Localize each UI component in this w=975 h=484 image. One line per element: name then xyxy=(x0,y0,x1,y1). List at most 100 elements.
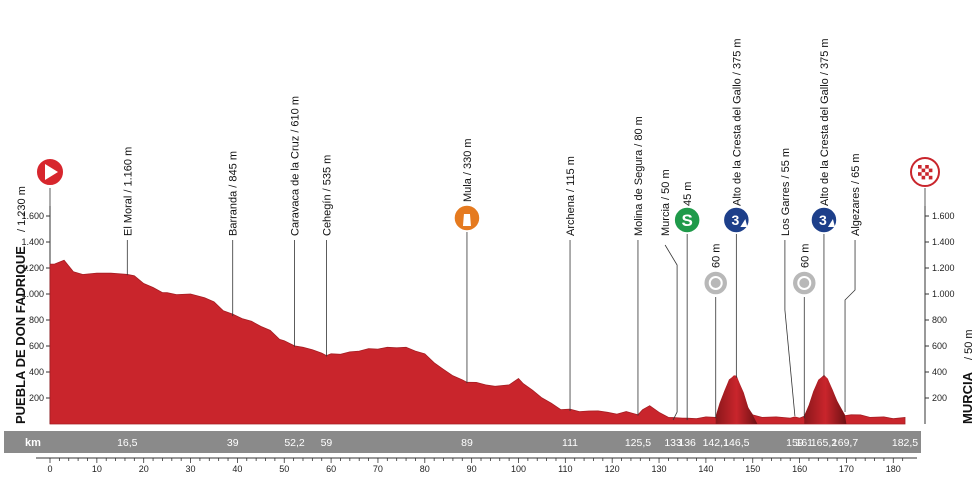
y-tick-label-left: 400 xyxy=(29,367,44,377)
waypoint-label: Caravaca de la Cruz / 610 m xyxy=(290,96,302,236)
climb-mountain-glyph xyxy=(827,219,835,227)
start-icon xyxy=(35,157,65,187)
climb-category-digit: 3 xyxy=(819,212,827,228)
x-tick-label: 40 xyxy=(232,464,242,474)
x-tick-label: 10 xyxy=(92,464,102,474)
y-tick-label-left: 1.600 xyxy=(21,211,44,221)
waypoint-label: 60 m xyxy=(799,244,811,268)
km-marker-label: 165,2 xyxy=(811,437,837,449)
waypoint-label: Alto de la Cresta del Gallo / 375 m xyxy=(731,38,743,206)
start-name: PUEBLA DE DON FADRIQUE xyxy=(13,246,28,424)
waypoint-label: Algezares / 65 m xyxy=(850,153,862,236)
waypoint-label: El Moral / 1.160 m xyxy=(122,147,134,236)
feed-zone-icon xyxy=(453,204,481,232)
x-tick-label: 110 xyxy=(558,464,572,474)
km-marker-label: 52,2 xyxy=(284,437,305,449)
checker-square xyxy=(921,175,926,180)
km-marker-label: 159 xyxy=(786,437,804,449)
y-tick-label-left: 800 xyxy=(29,315,44,325)
checker-square xyxy=(918,172,922,176)
waypoint-label: Cehegín / 535 m xyxy=(321,155,333,236)
category-3-climb-icon: 3 xyxy=(722,206,751,234)
x-tick-label: 170 xyxy=(839,464,854,474)
checker-square xyxy=(921,168,926,173)
x-tick-label: 80 xyxy=(420,464,430,474)
km-marker-label: 125,5 xyxy=(625,437,651,449)
km-marker-label: 133 xyxy=(664,437,682,449)
finish-name: MURCIA xyxy=(960,371,975,424)
x-tick-label: 50 xyxy=(279,464,289,474)
km-marker-label: 169,7 xyxy=(832,437,858,449)
x-tick-label: 130 xyxy=(652,464,667,474)
intermediate-point-icon xyxy=(791,270,818,296)
x-tick-label: 140 xyxy=(698,464,713,474)
checker-square xyxy=(928,168,933,173)
x-axis-group: 0 10 20 30 40 50 60 70 80 90 100 110 120 130 140 150 160… xyxy=(36,457,917,474)
y-tick-label-right: 1.600 xyxy=(932,211,955,221)
waypoint-leader xyxy=(844,240,856,412)
axes-group: 200 200 400 400 600 600 800 800 1.000 1.000 1.200 1… xyxy=(21,206,955,424)
climb-shading xyxy=(715,375,758,424)
km-marker-label: 161 xyxy=(796,437,814,449)
x-tick-label: 120 xyxy=(605,464,620,474)
sprint-circle xyxy=(673,206,701,234)
waypoint-leader xyxy=(664,244,678,421)
y-tick-label-left: 1.000 xyxy=(21,289,44,299)
waypoint-label: Alto de la Cresta del Gallo / 375 m xyxy=(819,38,831,206)
sprint-letter: S xyxy=(681,211,692,230)
x-tick-label: 90 xyxy=(467,464,477,474)
checker-square xyxy=(925,172,929,176)
km-marker-label: 136 xyxy=(678,437,696,449)
climb-shading xyxy=(804,375,847,424)
km-marker-label: 142,1 xyxy=(703,437,729,449)
y-tick-label-right: 1.000 xyxy=(932,289,955,299)
y-tick-label-left: 1.400 xyxy=(21,237,44,247)
x-tick-label: 20 xyxy=(139,464,149,474)
x-tick-label: 60 xyxy=(326,464,336,474)
profile-area-group xyxy=(49,259,906,425)
play-triangle xyxy=(45,164,58,180)
finish-flag-icon xyxy=(910,157,940,187)
x-tick-label: 160 xyxy=(792,464,807,474)
km-bar-title: km xyxy=(25,437,41,449)
feed-bag-shape xyxy=(462,214,471,226)
km-marker-label: 59 xyxy=(321,437,333,449)
km-marker-label: 39 xyxy=(227,437,239,449)
x-tick-label: 30 xyxy=(186,464,196,474)
intermediate-point-icon xyxy=(702,270,729,296)
climb-mountain-glyph xyxy=(740,219,748,227)
y-tick-label-left: 200 xyxy=(29,393,44,403)
intermediate-circle xyxy=(702,270,729,296)
checker-square xyxy=(928,175,933,180)
km-marker-label: 182,5 xyxy=(892,437,918,449)
waypoint-label: Molina de Segura / 80 m xyxy=(633,116,645,236)
climb-category-digit: 3 xyxy=(731,212,739,228)
intermediate-circle xyxy=(791,270,818,296)
waypoint-label: Mula / 330 m xyxy=(462,138,474,202)
y-tick-label-left: 1.200 xyxy=(21,263,44,273)
x-tick-label: 100 xyxy=(511,464,526,474)
intermediate-ring xyxy=(708,276,723,290)
endpoints-group: PUEBLA DE DON FADRIQUE / 1.230 m MURCIA / 5… xyxy=(13,157,975,424)
y-tick-label-right: 600 xyxy=(932,341,947,351)
finish-elevation: / 50 m xyxy=(963,329,975,360)
km-marker-label: 146,5 xyxy=(723,437,749,449)
waypoint-leader xyxy=(784,240,796,417)
km-marker-label: 89 xyxy=(461,437,473,449)
waypoint-label: Archena / 115 m xyxy=(565,156,577,236)
checker-square xyxy=(925,165,929,169)
waypoint-label: Los Garres / 55 m xyxy=(780,148,792,236)
y-tick-label-right: 400 xyxy=(932,367,947,377)
y-tick-label-right: 200 xyxy=(932,393,947,403)
km-bar xyxy=(4,431,921,453)
intermediate-ring xyxy=(797,276,812,290)
start-elevation: / 1.230 m xyxy=(16,186,28,232)
waypoint-label: Murcia / 50 m xyxy=(660,169,672,236)
x-tick-label: 180 xyxy=(886,464,901,474)
waypoints-group: El Moral / 1.160 m Barranda / 845 m Carava… xyxy=(122,38,862,421)
km-marker-label: 111 xyxy=(562,437,578,449)
y-tick-label-right: 800 xyxy=(932,315,947,325)
